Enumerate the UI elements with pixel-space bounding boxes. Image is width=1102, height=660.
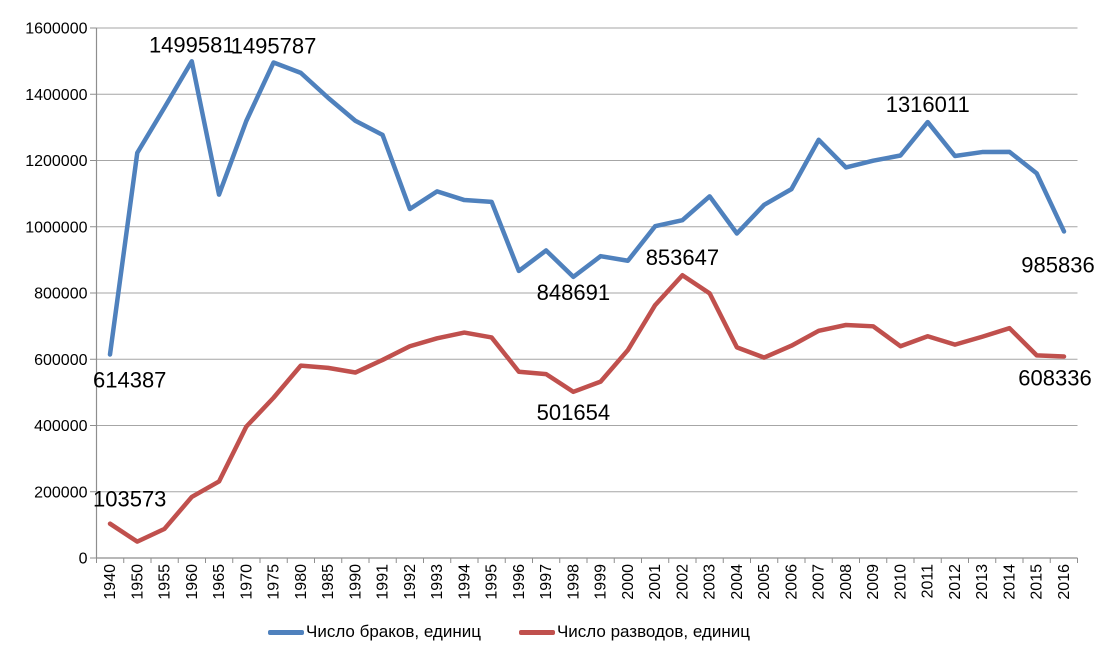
x-axis-tick-label: 1999 [593,564,610,600]
x-axis-tick-label: 1985 [320,564,337,600]
marriages-legend-label: Число браков, единиц [306,622,481,641]
x-axis-tick-label: 1940 [102,564,119,600]
y-axis-tick-label: 1200000 [25,153,87,170]
x-axis-tick-label: 2002 [674,564,691,600]
x-axis-tick-label: 2014 [1001,564,1018,600]
x-axis-tick-label: 2003 [702,564,719,600]
marriages-series-line [107,59,1067,357]
divorces-series-line [107,272,1067,544]
y-axis-tick-label: 200000 [34,484,87,501]
x-axis-tick-label: 2016 [1056,564,1073,600]
data-point-label: 1499581 [149,32,235,57]
x-axis-tick-label: 2010 [892,564,909,600]
divorces-line-swatch [518,629,555,635]
data-point-label: 608336 [1018,365,1091,390]
data-point-label: 614387 [93,367,166,392]
x-axis-tick-label: 2011 [920,564,937,599]
x-axis-tick-label: 1993 [429,564,446,600]
x-axis-tick-label: 1975 [266,564,283,600]
x-axis-tick-label: 1994 [456,564,473,600]
legend-item-divorces: Число разводов, единиц [518,622,750,642]
data-point-label: 1316011 [886,92,970,117]
x-axis-tick-label: 1997 [538,564,555,600]
y-axis-tick-label: 1000000 [25,219,87,236]
legend-item-marriages: Число браков, единиц [268,622,481,642]
x-axis-tick-label: 1965 [211,564,228,600]
x-axis-tick-label: 1995 [484,564,501,600]
data-point-label: 848691 [537,280,610,305]
y-axis-tick-label: 400000 [34,418,87,435]
x-axis-tick-label: 2007 [811,564,828,600]
x-axis-tick-label: 1992 [402,564,419,600]
x-axis-tick-label: 2006 [783,564,800,600]
x-axis-tick-label: 2008 [838,564,855,600]
x-axis-tick-label: 1990 [347,564,364,600]
y-axis-tick-label: 800000 [34,286,87,303]
y-axis-tick-label: 1600000 [25,21,87,38]
x-axis-tick-label: 2013 [974,564,991,600]
y-axis-tick-label: 600000 [34,352,87,369]
x-axis-tick-label: 2000 [620,564,637,600]
divorces-legend-label: Число разводов, единиц [556,622,750,641]
x-axis-tick-label: 1955 [157,564,174,600]
x-axis-tick-label: 2009 [865,564,882,600]
data-point-label: 103573 [93,487,166,512]
x-axis-tick-label: 1980 [293,564,310,600]
x-axis-tick-label: 1998 [565,564,582,600]
x-axis-tick-label: 2004 [729,564,746,600]
chart-legend: Число браков, единиц Число разводов, еди… [0,622,1060,642]
data-point-label: 501654 [537,400,610,425]
x-axis-tick-label: 2012 [947,564,964,600]
data-point-label: 985836 [1021,252,1094,277]
x-axis-tick-label: 2005 [756,564,773,600]
x-axis-tick-label: 1950 [129,564,146,600]
data-point-label: 1495787 [231,34,317,59]
y-axis-tick-label: 1400000 [25,87,87,104]
x-axis-tick-label: 1991 [375,564,392,600]
marriages-line-swatch [268,629,304,635]
x-axis-tick-label: 2015 [1029,564,1046,600]
x-axis-tick-label: 1996 [511,564,528,600]
x-axis-tick-label: 2001 [647,564,664,600]
x-axis-tick-label: 1970 [238,564,255,600]
data-point-label: 853647 [646,245,719,270]
y-axis-tick-label: 0 [79,551,88,568]
x-axis-tick-label: 1960 [184,564,201,600]
